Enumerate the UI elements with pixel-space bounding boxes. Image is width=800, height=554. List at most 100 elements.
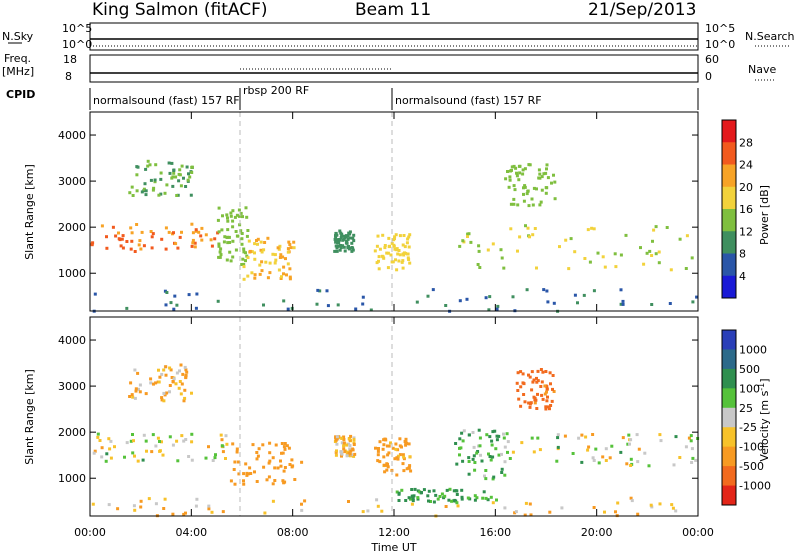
data-cell (483, 474, 486, 478)
data-cell (422, 488, 426, 492)
nsearch-tick-top: 10^5 (705, 22, 735, 35)
data-cell (268, 271, 272, 275)
data-cell (132, 504, 136, 508)
data-cell (343, 249, 347, 253)
data-cell (300, 460, 304, 464)
data-cell (361, 510, 365, 514)
data-cell (253, 273, 257, 277)
data-cell (527, 373, 530, 377)
data-cell (158, 449, 162, 453)
data-cell (262, 303, 265, 307)
data-cell (108, 447, 112, 451)
data-cell (281, 451, 285, 455)
data-cell (131, 433, 134, 436)
data-cell (342, 438, 346, 441)
data-cell (346, 245, 350, 249)
data-cell (340, 436, 344, 440)
data-cell (406, 252, 410, 256)
data-cell (400, 445, 403, 449)
data-cell (175, 303, 179, 307)
data-cell (134, 387, 138, 391)
data-cell (150, 450, 154, 454)
data-cell (490, 443, 494, 447)
data-cell (405, 241, 409, 245)
data-cell (400, 488, 404, 492)
data-cell (573, 250, 577, 254)
data-cell (131, 194, 135, 197)
data-cell (346, 234, 350, 238)
data-cell (550, 399, 554, 403)
data-cell (139, 247, 143, 251)
data-cell (184, 368, 188, 372)
data-cell (160, 398, 164, 402)
data-cell (229, 211, 233, 215)
data-cell (546, 176, 550, 180)
data-cell (502, 266, 506, 270)
data-cell (184, 373, 188, 377)
data-cell (522, 199, 526, 203)
data-cell (529, 513, 533, 517)
cpid-row: CPID normalsound (fast) 157 RF rbsp 200 … (6, 84, 699, 110)
data-cell (513, 188, 517, 192)
colorbar-tick-label: -100 (739, 441, 764, 454)
data-cell (390, 241, 394, 245)
data-cell (503, 445, 507, 449)
data-cell (125, 240, 129, 243)
data-cell (100, 455, 104, 459)
data-cell (526, 189, 530, 193)
data-cell (156, 436, 160, 440)
data-cell (141, 458, 145, 462)
x-tick-label: 08:00 (277, 526, 309, 539)
data-cell (601, 455, 605, 459)
colorbar-swatch (722, 368, 736, 389)
data-cell (393, 457, 397, 461)
data-cell (171, 184, 175, 188)
data-cell (512, 184, 516, 188)
colorbar-swatch (722, 407, 736, 428)
data-cell (621, 436, 625, 440)
data-cell (133, 396, 137, 400)
data-cell (427, 499, 430, 503)
data-cell (261, 443, 265, 447)
data-cell (404, 437, 408, 441)
data-cell (500, 467, 504, 471)
data-cell (540, 175, 544, 179)
freq-tick-top: 18 (63, 53, 77, 66)
data-cell (186, 178, 190, 182)
data-cell (458, 437, 462, 441)
data-cell (136, 371, 140, 375)
data-cell (279, 459, 282, 463)
data-cell (543, 392, 547, 396)
data-cell (684, 267, 688, 270)
data-cell (273, 253, 277, 257)
data-cell (604, 447, 608, 451)
data-cell (117, 237, 121, 241)
data-cell (385, 444, 389, 448)
data-cell (160, 372, 164, 376)
data-cell (334, 234, 337, 238)
data-cell (170, 376, 174, 379)
data-cell (342, 441, 346, 445)
data-cell (553, 197, 557, 201)
data-cell (524, 501, 528, 505)
data-cell (348, 232, 352, 236)
power-data-cells (90, 159, 699, 313)
data-cell (590, 226, 594, 230)
data-cell (266, 276, 270, 280)
data-cell (348, 246, 352, 250)
data-cell (234, 248, 238, 252)
data-cell (267, 475, 271, 479)
data-cell (519, 404, 523, 408)
data-cell (135, 173, 139, 177)
data-cell (395, 268, 399, 272)
data-cell (259, 248, 263, 252)
data-cell (375, 498, 379, 502)
data-cell (273, 261, 277, 265)
data-cell (613, 252, 617, 256)
colorbar-swatch (722, 446, 736, 467)
data-cell (488, 455, 492, 458)
data-cell (233, 482, 237, 486)
data-cell (158, 440, 161, 443)
data-cell (486, 498, 490, 502)
data-cell (397, 249, 401, 252)
